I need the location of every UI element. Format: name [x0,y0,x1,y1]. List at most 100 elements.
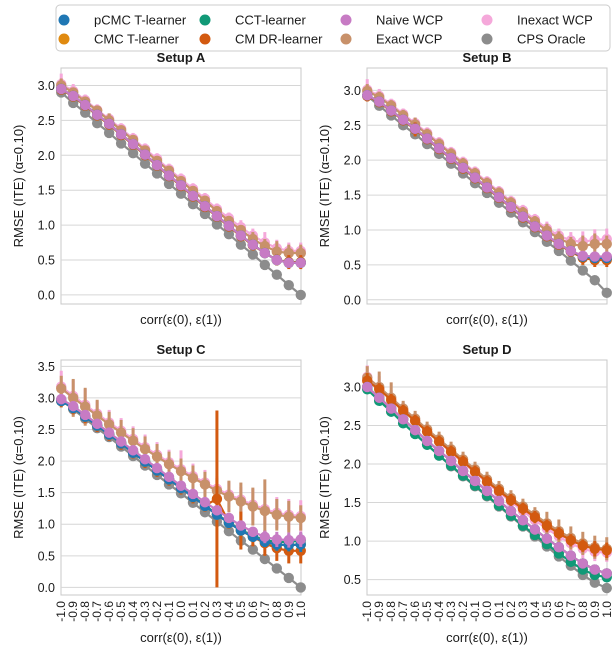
data-point [115,129,127,140]
data-point [103,118,115,130]
legend-marker-cps-oracle [481,33,493,45]
data-point [589,543,600,554]
data-point [235,239,247,250]
x-tick-label: 0.9 [588,601,602,618]
data-point [199,201,211,212]
data-point [577,250,589,262]
data-point [481,485,493,497]
data-point [259,531,271,543]
data-point [223,491,235,502]
data-point [481,182,493,193]
x-tick-label: 0.6 [246,601,260,618]
data-point [103,419,115,430]
data-point [211,505,223,516]
data-point [223,525,235,537]
data-point [409,415,421,427]
data-point [187,488,199,500]
data-point [127,147,139,159]
data-point [175,465,187,477]
data-point [565,535,577,546]
data-point [445,446,457,457]
data-point [493,495,505,507]
y-tick-label: 2.5 [344,119,361,133]
data-point [79,401,91,412]
x-axis-label: corr(ε(0), ε(1)) [446,630,528,645]
data-point [259,247,271,259]
data-point [385,105,397,116]
data-point [397,414,409,425]
y-tick-label: 1.5 [344,189,361,203]
data-point [103,427,115,438]
data-point [577,265,589,276]
data-point [445,455,457,467]
series-naive-wcp [362,90,612,262]
x-tick-label: 0.3 [516,601,530,618]
data-point [91,410,103,421]
data-point [127,445,139,456]
data-point [295,257,306,269]
data-point [409,424,421,436]
data-point [601,238,612,250]
series-naive-wcp [56,83,306,269]
y-tick-label: 2.0 [38,455,55,469]
x-tick-label: -0.9 [66,601,80,622]
x-tick-label: -0.4 [126,601,140,622]
data-point [247,526,259,538]
data-point [151,462,163,474]
data-point [517,515,529,526]
x-tick-label: -0.3 [444,601,458,622]
data-point [601,568,612,579]
data-point [409,123,421,134]
x-axis-label: corr(ε(0), ε(1)) [140,630,222,645]
data-point [259,553,271,565]
legend-label-naive-wcp: Naive WCP [376,13,443,28]
data-point [295,512,306,524]
data-point [247,239,259,250]
x-tick-label: -0.3 [138,601,152,622]
x-tick-label: 0.9 [282,601,296,618]
panel-setup-b: 0.0 0.5 1.0 1.5 2.0 2.5 3.0 Setup B RMSE (ITE) (… [317,50,612,327]
data-point [68,400,79,412]
y-tick-label: 1.0 [344,223,361,237]
y-tick-label: 2.0 [38,149,55,163]
data-point [235,496,247,507]
x-tick-label: -0.2 [456,601,470,622]
data-point [529,524,541,535]
data-point [577,240,589,252]
y-tick-label: 3.0 [38,79,55,93]
y-tick-label: 1.5 [38,184,55,198]
legend-marker-exact-wcp [340,33,352,45]
data-point [223,228,235,240]
legend-marker-inexact-wcp [481,14,493,26]
y-tick-label: 0.5 [344,573,361,587]
panel-title: Setup C [156,342,206,357]
data-point [589,251,600,262]
legend-label-cct-learner: CCT-learner [235,13,306,28]
y-axis-label: RMSE (ITE) (α=0.10) [317,416,332,539]
data-point [421,133,433,144]
x-tick-label: 0.8 [270,601,284,618]
data-point [68,392,79,404]
data-point [505,201,517,213]
series-cm-dr-learner [362,373,612,559]
x-tick-label: 0.8 [576,601,590,618]
data-point [91,418,103,430]
data-point [259,259,271,271]
y-tick-label: 0.5 [38,549,55,563]
data-point [56,383,67,394]
data-point [541,533,553,544]
legend-marker-cmc-t-learner [58,33,70,45]
data-point [577,540,589,551]
data-point [163,471,175,483]
data-point [127,435,139,447]
y-tick-label: 3.0 [38,391,55,405]
x-tick-label: -0.2 [150,601,164,622]
y-tick-label: 3.0 [344,380,361,394]
y-tick-label: 1.0 [38,518,55,532]
y-tick-label: 1.0 [38,219,55,233]
data-point [163,178,175,190]
data-point [457,162,469,174]
x-tick-label: -0.6 [102,601,116,622]
data-point [247,544,259,555]
legend-marker-cct-learner [199,14,211,26]
